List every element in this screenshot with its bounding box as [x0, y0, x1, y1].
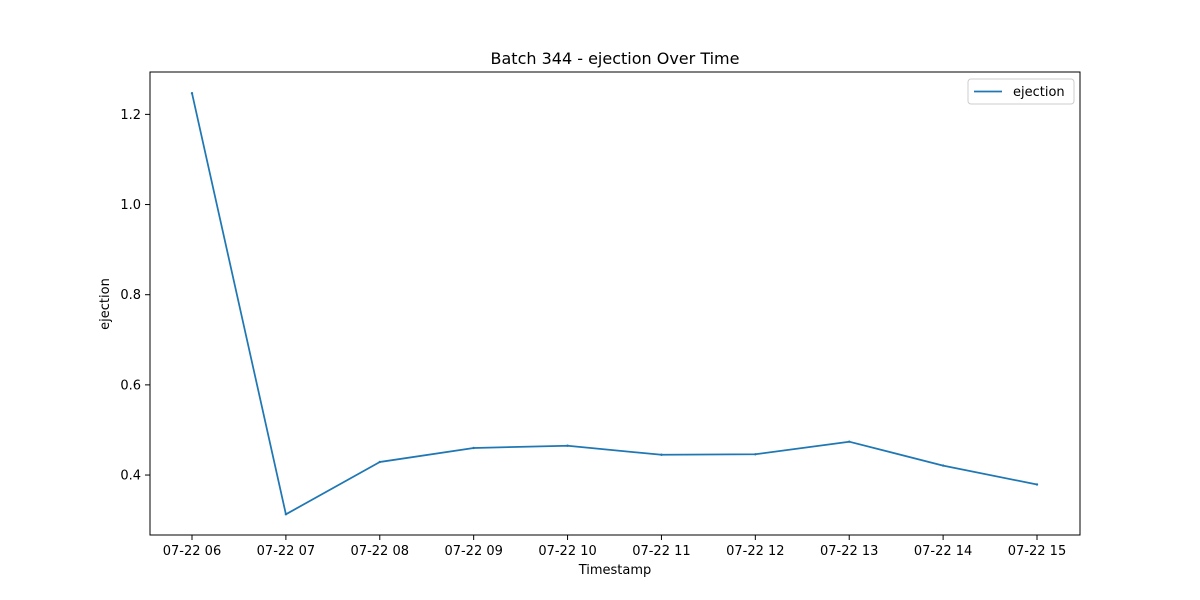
y-tick-label: 0.4	[120, 469, 141, 484]
data-point	[472, 446, 475, 450]
x-tick-label: 07-22 11	[632, 544, 690, 559]
x-tick-label: 07-22 12	[726, 544, 784, 559]
data-point	[848, 440, 851, 443]
legend-label: ejection	[1013, 85, 1065, 100]
data-point	[1035, 483, 1039, 486]
x-tick-label: 07-22 13	[820, 544, 878, 559]
x-tick-label: 07-22 10	[538, 544, 596, 559]
plot-area: 07-22 06 07-22 07 07-22 08 07-22 09 07-22 10…	[120, 71, 1081, 559]
plot-frame	[149, 71, 1081, 536]
x-tick-label: 07-22 08	[351, 544, 409, 559]
series-line-ejection	[191, 93, 1038, 516]
x-tick-label: 07-22 06	[163, 544, 221, 559]
legend-box	[967, 78, 1075, 105]
legend: ejection	[967, 78, 1075, 105]
data-point	[566, 444, 569, 447]
y-tick-label: 0.8	[120, 288, 141, 303]
data-point	[941, 464, 945, 467]
chart-title: Batch 344 - ejection Over Time	[491, 49, 740, 68]
y-tick-label: 1.2	[120, 108, 141, 123]
x-axis-label: Timestamp	[578, 563, 652, 578]
data-point	[378, 460, 381, 464]
data-point	[284, 513, 288, 516]
y-tick-label: 1.0	[120, 198, 141, 213]
data-point	[660, 453, 663, 456]
y-axis-label: ejection	[98, 278, 113, 330]
x-tick-label: 07-22 09	[444, 544, 502, 559]
x-tick-label: 07-22 15	[1008, 544, 1066, 559]
x-tick-label: 07-22 07	[257, 544, 315, 559]
y-tick-label: 0.6	[120, 378, 141, 393]
data-point	[754, 453, 757, 456]
data-point	[190, 91, 194, 95]
x-tick-label: 07-22 14	[914, 544, 972, 559]
